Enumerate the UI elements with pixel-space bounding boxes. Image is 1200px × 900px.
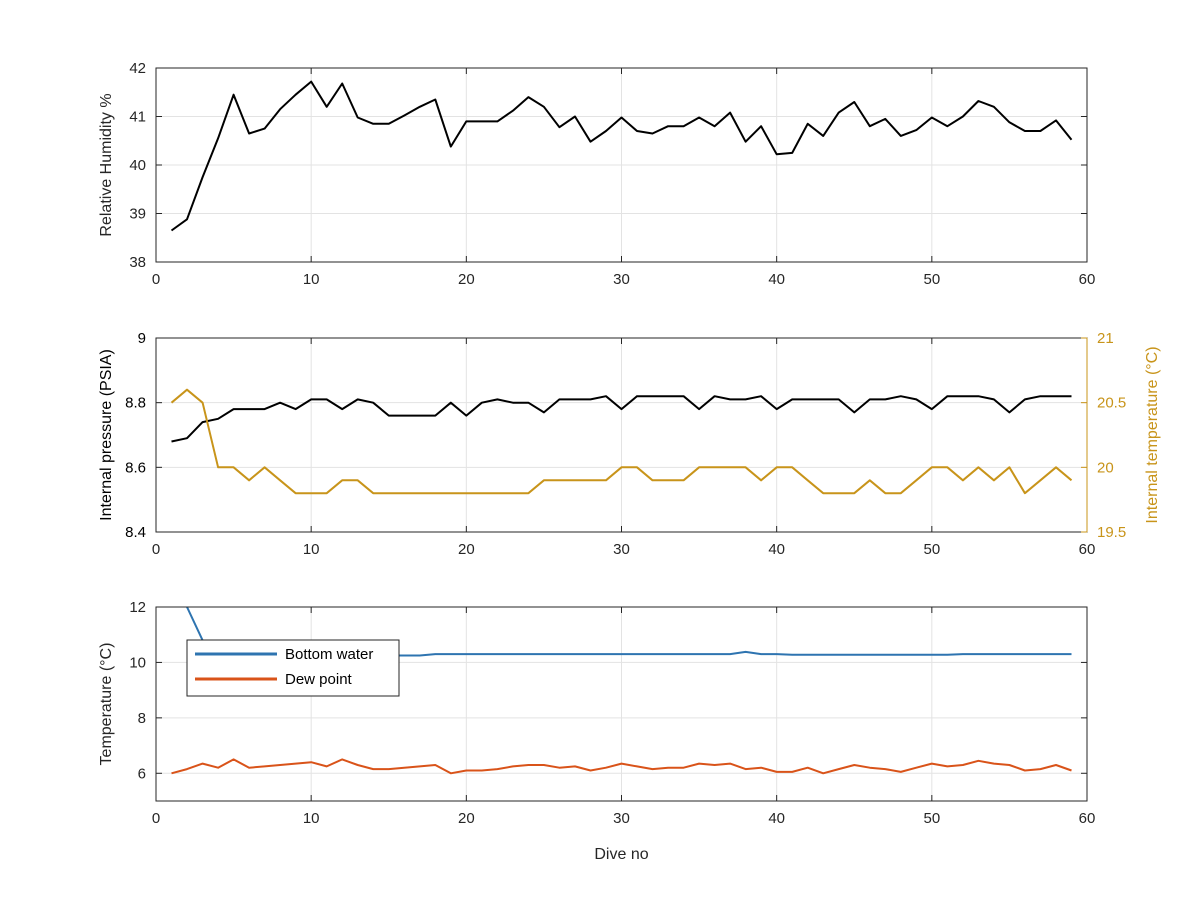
- y-tick-label: 8.6: [125, 459, 146, 476]
- y-tick-label: 38: [129, 254, 146, 271]
- series-line-1-1: [170, 80, 1073, 232]
- x-tick-label: 0: [152, 271, 160, 288]
- y-axis-label: Temperature (°C): [98, 643, 115, 766]
- y-tick-label: 40: [129, 157, 146, 174]
- legend: Bottom water Dew point: [186, 639, 400, 697]
- x-tick-label: 60: [1079, 271, 1096, 288]
- x-tick-label: 0: [152, 810, 160, 827]
- x-tick-label: 10: [303, 541, 320, 558]
- x-tick-label: 50: [923, 271, 940, 288]
- x-tick-label: 50: [923, 541, 940, 558]
- y-tick-label: 8.8: [125, 395, 146, 412]
- x-tick-label: 50: [923, 810, 940, 827]
- x-tick-label: 60: [1079, 541, 1096, 558]
- y-tick-label: 42: [129, 60, 146, 77]
- subplot-2: 0 10 20 30 40 50 60 8.4 8.6 8.8 9 19.5 20 20.5 21 Inter…: [98, 330, 1161, 558]
- y-tick-label: 41: [129, 109, 146, 126]
- x-tick-label: 30: [613, 271, 630, 288]
- legend-label-bottom-water: Bottom water: [285, 646, 373, 663]
- series-line-2-1: [171, 395, 1072, 443]
- y-tick-label: 8.4: [125, 524, 146, 541]
- y2-axis-label: Internal temperature (°C): [1144, 346, 1161, 523]
- x-axis-label: Dive no: [594, 846, 648, 863]
- subplot-3: 0 10 20 30 40 50 60 6 8 10 12 Temperature (°C) Dive …: [98, 599, 1096, 863]
- y-tick-label: 8: [138, 710, 146, 727]
- series-line-2-2: [170, 388, 1073, 495]
- y2-tick-label: 19.5: [1097, 524, 1126, 541]
- y-tick-label: 9: [138, 330, 146, 347]
- y-tick-label: 6: [138, 765, 146, 782]
- y-tick-label: 12: [129, 599, 146, 616]
- x-tick-label: 20: [458, 541, 475, 558]
- x-tick-label: 10: [303, 810, 320, 827]
- y-tick-label: 39: [129, 206, 146, 223]
- y-axis-label: Relative Humidity %: [98, 93, 115, 236]
- y-axis-label: Internal pressure (PSIA): [98, 349, 115, 521]
- y2-tick-label: 21: [1097, 330, 1114, 347]
- x-tick-label: 0: [152, 541, 160, 558]
- y2-tick-label: 20: [1097, 459, 1114, 476]
- y-tick-label: 10: [129, 654, 146, 671]
- x-tick-label: 30: [613, 541, 630, 558]
- legend-box: [186, 639, 400, 697]
- x-tick-label: 40: [768, 810, 785, 827]
- y2-tick-label: 20.5: [1097, 395, 1126, 412]
- x-tick-label: 30: [613, 810, 630, 827]
- x-tick-label: 10: [303, 271, 320, 288]
- legend-label-dew-point: Dew point: [285, 671, 353, 688]
- x-tick-label: 20: [458, 271, 475, 288]
- x-tick-label: 20: [458, 810, 475, 827]
- x-tick-label: 40: [768, 541, 785, 558]
- x-tick-label: 60: [1079, 810, 1096, 827]
- series-line-dew-point: [171, 758, 1072, 775]
- x-tick-label: 40: [768, 271, 785, 288]
- subplot-1: 0 10 20 30 40 50 60 38 39 40 41 42 Relative Humidity…: [98, 60, 1095, 288]
